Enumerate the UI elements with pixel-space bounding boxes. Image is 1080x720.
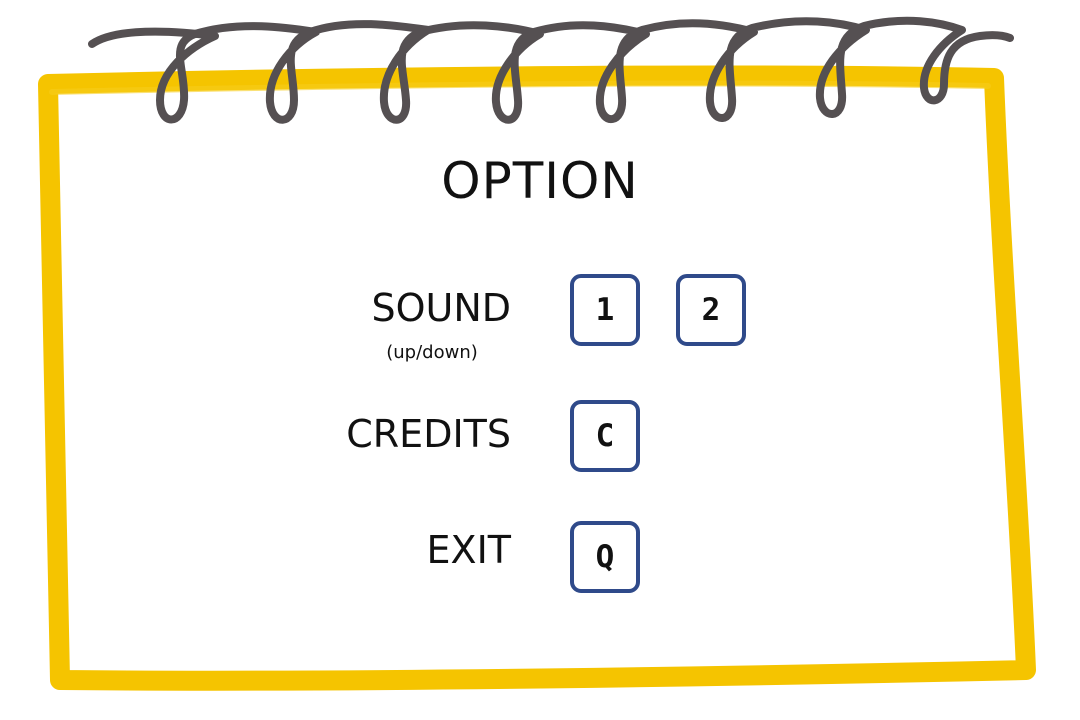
exit-key[interactable]: Q <box>570 521 640 593</box>
sound-sublabel: (up/down) <box>386 342 478 363</box>
options-title: OPTION <box>441 152 639 210</box>
exit-label: EXIT <box>426 528 511 572</box>
notebook-border <box>38 65 1036 691</box>
sound-down-key[interactable]: 1 <box>570 274 640 346</box>
sound-label: SOUND <box>371 286 511 330</box>
sound-up-key[interactable]: 2 <box>676 274 746 346</box>
credits-label: CREDITS <box>346 412 511 456</box>
notebook-border-inner <box>49 80 991 95</box>
credits-key[interactable]: C <box>570 400 640 472</box>
spiral-binding <box>88 16 1014 124</box>
